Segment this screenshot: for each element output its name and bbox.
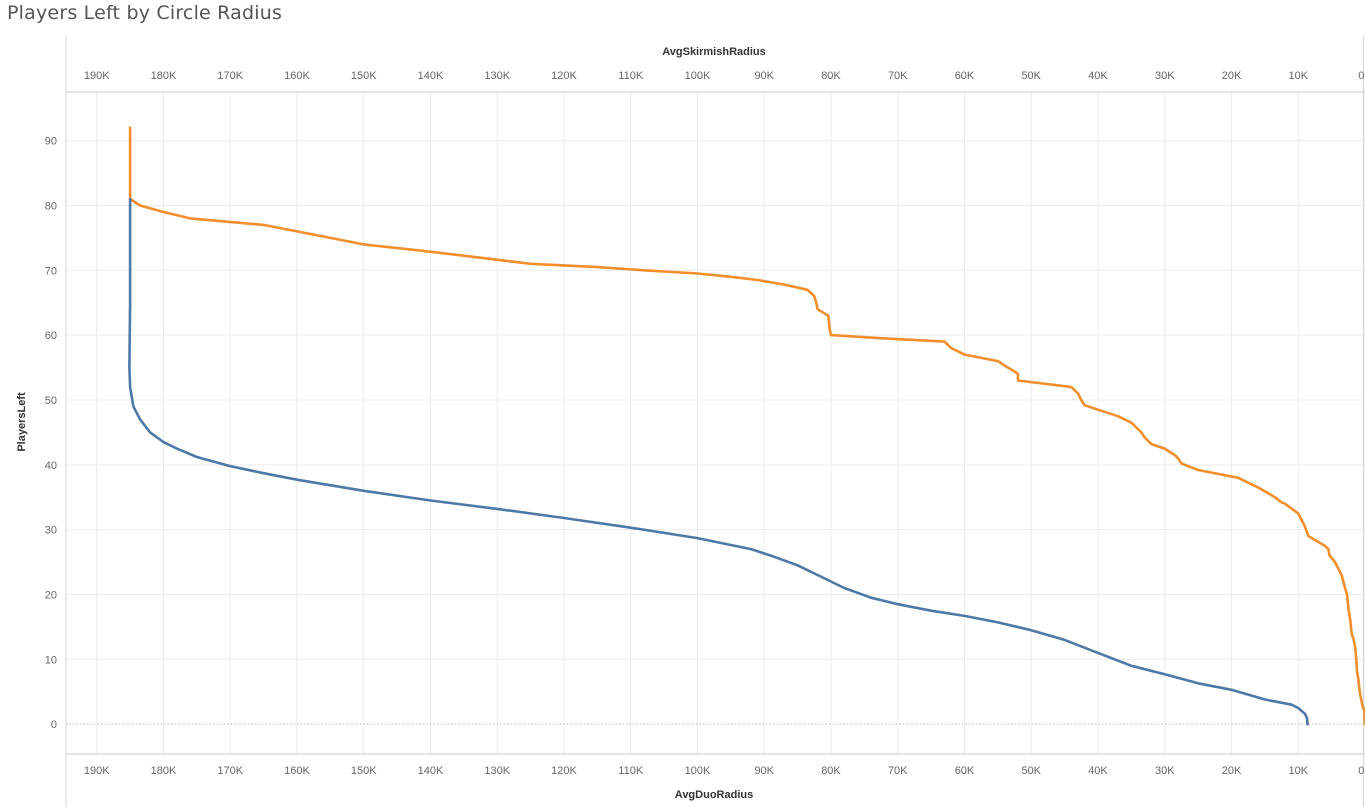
top-x-tick-label: 10K (1288, 70, 1308, 82)
top-x-tick-label: 80K (821, 70, 841, 82)
bottom-x-tick-label: 80K (821, 765, 841, 777)
bottom-x-tick-label: 100K (685, 765, 711, 777)
y-tick-label: 40 (45, 460, 57, 472)
bottom-x-tick-label: 120K (551, 765, 577, 777)
bottom-x-axis: 190K 180K 170K 160K 150K 140K 130K 120K 110K 100K… (84, 765, 1365, 777)
bottom-x-tick-label: 20K (1222, 765, 1242, 777)
bottom-x-tick-label: 30K (1155, 765, 1175, 777)
top-x-tick-label: 60K (955, 70, 975, 82)
chart-frame (65, 36, 1365, 807)
top-x-tick-label: 90K (754, 70, 774, 82)
top-x-tick-label: 130K (484, 70, 510, 82)
top-x-tick-label: 190K (84, 70, 110, 82)
series-line-avgskirmishradius[interactable] (128, 126, 1365, 726)
y-axis: 0 10 20 30 40 50 60 70 80 90 (45, 136, 57, 732)
bottom-x-tick-label: 70K (888, 765, 908, 777)
bottom-x-tick-label: 190K (84, 765, 110, 777)
top-x-tick-label: 40K (1088, 70, 1108, 82)
y-tick-label: 90 (45, 136, 57, 148)
y-tick-label: 80 (45, 200, 57, 212)
top-axis-title: AvgSkirmishRadius (662, 46, 766, 58)
bottom-x-tick-label: 150K (351, 765, 377, 777)
top-x-tick-label: 180K (151, 70, 177, 82)
top-x-tick-label: 160K (284, 70, 310, 82)
y-axis-title: PlayersLeft (16, 392, 28, 452)
bottom-x-tick-label: 0K (1358, 765, 1365, 777)
bottom-x-tick-label: 180K (151, 765, 177, 777)
top-x-tick-label: 50K (1021, 70, 1041, 82)
y-tick-label: 20 (45, 589, 57, 601)
bottom-x-tick-label: 170K (217, 765, 243, 777)
bottom-x-tick-label: 140K (418, 765, 444, 777)
y-tick-label: 0 (51, 719, 57, 731)
bottom-axis-title: AvgDuoRadius (675, 789, 753, 801)
bottom-x-tick-label: 160K (284, 765, 310, 777)
bottom-x-tick-label: 60K (955, 765, 975, 777)
y-tick-label: 30 (45, 525, 57, 537)
top-x-tick-label: 100K (685, 70, 711, 82)
top-x-tick-label: 140K (418, 70, 444, 82)
top-x-tick-label: 120K (551, 70, 577, 82)
top-x-tick-label: 150K (351, 70, 377, 82)
y-tick-label: 60 (45, 330, 57, 342)
series-lines (128, 126, 1365, 726)
top-x-tick-label: 110K (618, 70, 644, 82)
grid (66, 92, 1365, 754)
bottom-x-tick-label: 110K (618, 765, 644, 777)
bottom-x-tick-label: 90K (754, 765, 774, 777)
bottom-x-tick-label: 10K (1288, 765, 1308, 777)
y-tick-label: 50 (45, 395, 57, 407)
bottom-x-tick-label: 40K (1088, 765, 1108, 777)
top-x-tick-label: 20K (1222, 70, 1242, 82)
y-tick-label: 70 (45, 265, 57, 277)
top-x-tick-label: 170K (217, 70, 243, 82)
series-line-avgduoradius[interactable] (128, 197, 1309, 726)
chart-title: Players Left by Circle Radius (7, 2, 283, 24)
bottom-x-tick-label: 130K (484, 765, 510, 777)
top-x-tick-label: 70K (888, 70, 908, 82)
y-tick-label: 10 (45, 654, 57, 666)
top-x-axis: 190K 180K 170K 160K 150K 140K 130K 120K 110K 100K… (84, 70, 1365, 82)
bottom-x-tick-label: 50K (1021, 765, 1041, 777)
top-x-tick-label: 30K (1155, 70, 1175, 82)
top-x-tick-label: 0K (1358, 70, 1365, 82)
